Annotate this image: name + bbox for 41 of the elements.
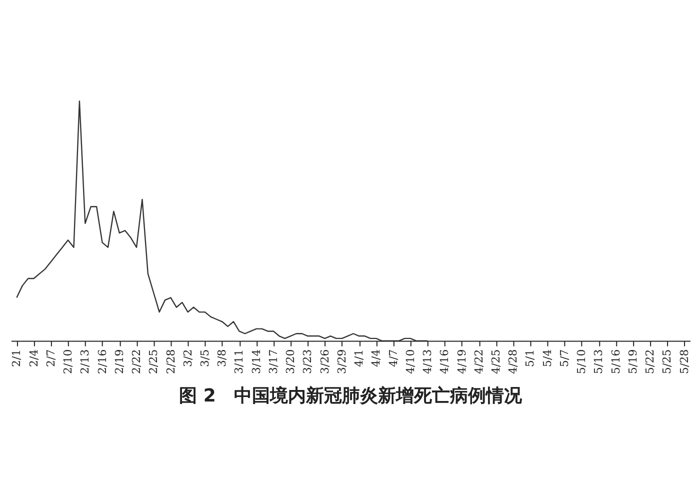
x-tick-label: 5/1: [524, 349, 537, 367]
x-tick-label: 5/10: [575, 349, 588, 374]
x-tick-label: 2/4: [27, 349, 40, 367]
x-tick-label: 2/28: [164, 349, 178, 374]
x-tick-label: 5/13: [592, 349, 606, 374]
x-tick-label: 4/16: [438, 349, 452, 374]
x-tick-label: 4/10: [404, 349, 417, 374]
x-tick-label: 5/22: [644, 349, 657, 374]
x-tick-label: 3/17: [266, 349, 280, 374]
x-tick-label: 5/19: [626, 349, 640, 374]
x-tick-label: 5/25: [660, 349, 674, 374]
x-tick-label: 4/7: [386, 349, 400, 367]
x-tick-label: 2/22: [130, 349, 144, 374]
text: 图 2 中国境内新冠肺炎新增死亡病例情况: [179, 385, 523, 406]
x-tick-label: 4/4: [370, 349, 383, 367]
x-tick-label: 3/23: [301, 349, 314, 374]
x-tick-label: 2/19: [112, 349, 126, 374]
x-tick-label: 4/28: [506, 349, 520, 374]
x-tick-label: 5/16: [609, 349, 622, 374]
x-tick-label: 3/14: [250, 349, 263, 374]
x-tick-label: 4/25: [490, 349, 502, 374]
x-tick-label: 3/29: [335, 349, 348, 374]
x-tick-label: 2/10: [62, 349, 75, 374]
x-tick-label: 2/7: [44, 349, 58, 367]
x-tick-label: 4/19: [455, 349, 468, 374]
x-tick-label: 3/26: [318, 349, 332, 374]
x-tick-label: 2/1: [10, 349, 24, 367]
x-tick-label: 3/20: [284, 349, 298, 374]
x-tick-label: 4/1: [352, 349, 366, 367]
x-tick-label: 5/4: [540, 349, 554, 367]
x-tick-label: 3/8: [216, 349, 229, 367]
x-tick-label: 4/22: [472, 349, 486, 374]
x-tick-label: 5/28: [678, 349, 691, 374]
x-tick-label: 2/25: [147, 349, 160, 374]
x-tick-label: 3/11: [232, 349, 246, 374]
x-tick-label: 4/13: [421, 349, 434, 374]
x-tick-label: 3/5: [198, 349, 212, 367]
x-tick-label: 5/7: [558, 349, 571, 367]
x-tick-label: 2/13: [78, 349, 92, 374]
x-tick-label: 3/2: [181, 349, 194, 367]
x-tick-label: 2/16: [96, 349, 109, 374]
